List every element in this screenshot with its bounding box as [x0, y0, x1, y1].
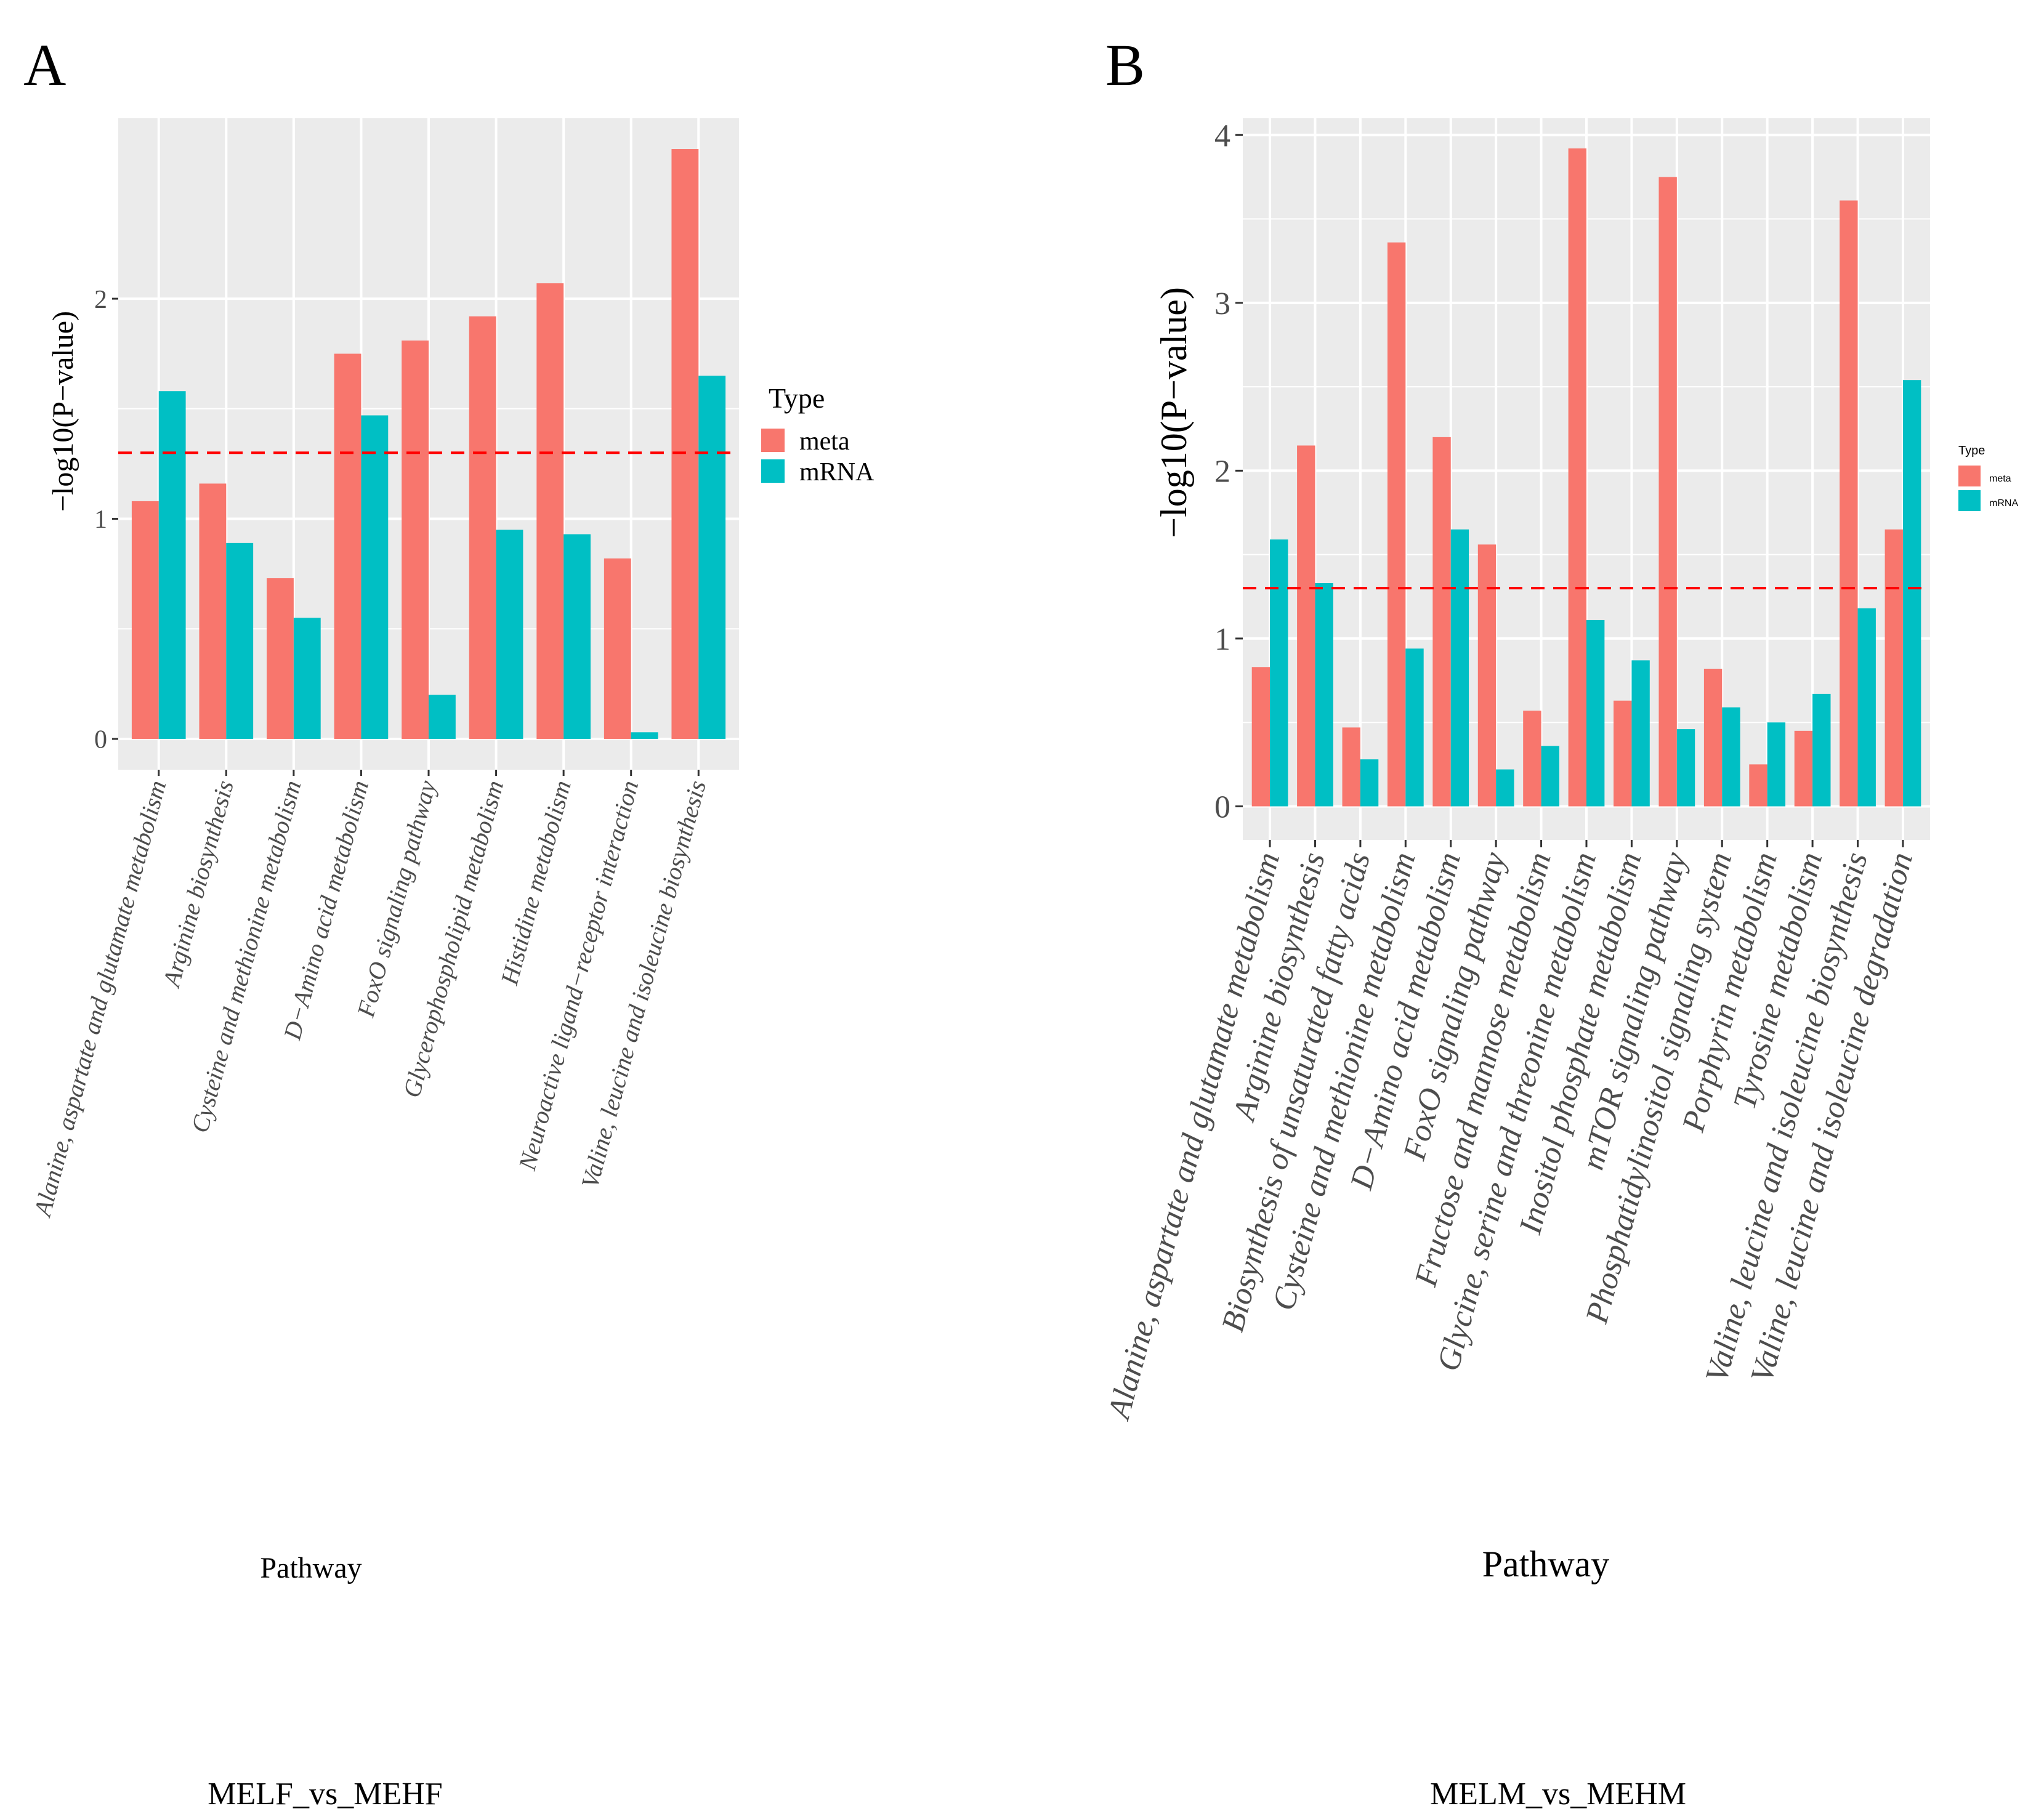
panel-b-bar-meta — [1297, 445, 1315, 807]
panel-b-bar-mrna — [1270, 539, 1288, 807]
panel-a-bar-mrna — [293, 618, 321, 739]
panel-a-y-axis: 0 1 2 — [94, 286, 118, 754]
panel-b-bar-mrna — [1586, 619, 1605, 807]
panel-a-bar-meta — [469, 316, 496, 739]
panel-a-bar-mrna — [226, 542, 254, 739]
panel-b-bar-meta — [1523, 711, 1541, 807]
panel-b-bars — [1251, 148, 1921, 807]
panel-b-y-tick-label: 0 — [1214, 790, 1230, 825]
panel-a-bar-meta — [199, 483, 227, 739]
panel-a-legend-title: Type — [769, 382, 825, 414]
panel-a-caption: MELF_vs_MEHF — [208, 1777, 442, 1812]
panel-b-y-tick-label: 1 — [1214, 622, 1230, 657]
panel-b-bar-meta — [1387, 242, 1406, 807]
panel-a-y-tick-label: 0 — [94, 726, 107, 754]
panel-b-bar-mrna — [1315, 583, 1333, 807]
panel-a-bar-meta — [536, 283, 564, 739]
panel-b-bar-meta — [1432, 437, 1451, 807]
panel-b-bar-meta — [1658, 177, 1677, 807]
panel-a-bar-mrna — [496, 530, 523, 739]
panel-b-bar-mrna — [1767, 722, 1786, 807]
panel-b-bar-meta — [1477, 544, 1497, 807]
panel-a-bar-mrna — [158, 391, 186, 739]
panel-b-bar-meta — [1568, 148, 1586, 807]
panel-b-bar-mrna — [1405, 648, 1424, 807]
panel-a-y-axis-title: −log10(P−value) — [47, 311, 79, 512]
panel-b-bar-mrna — [1450, 529, 1469, 807]
panel-b-bar-mrna — [1902, 380, 1921, 807]
panel-b-bar-mrna — [1722, 707, 1740, 807]
panel-b-bar-meta — [1840, 200, 1858, 807]
panel-a-bar-meta — [131, 501, 159, 739]
panel-b-bar-meta — [1794, 730, 1813, 807]
panel-b-label: B — [1105, 32, 1145, 98]
panel-b-x-axis-title: Pathway — [1482, 1544, 1610, 1584]
panel-b-bar-mrna — [1496, 769, 1514, 807]
panel-a-bar-mrna — [631, 732, 658, 739]
panel-a-legend-meta-key — [761, 429, 785, 452]
panel-b-y-tick-label: 2 — [1214, 454, 1230, 490]
panel-b-bar-meta — [1614, 700, 1632, 807]
panel-b-y-tick-label: 4 — [1214, 118, 1230, 153]
panel-b-legend-mrna-key — [1958, 490, 1981, 511]
panel-b-bar-mrna — [1676, 729, 1695, 807]
panel-a-bar-mrna — [429, 695, 456, 739]
panel-b-bar-meta — [1749, 764, 1767, 807]
panel-a-legend-mrna-label: mRNA — [799, 458, 875, 486]
panel-b-bar-meta — [1342, 727, 1360, 807]
panel-a-y-tick-label: 2 — [94, 286, 107, 314]
panel-a-bar-meta — [334, 353, 362, 739]
panel-a-bar-mrna — [698, 376, 726, 739]
panel-b-bar-meta — [1884, 529, 1903, 807]
panel-b-caption: MELM_vs_MEHM — [1430, 1777, 1686, 1812]
panel-b-bar-mrna — [1541, 746, 1559, 807]
panel-a-bar-meta — [402, 341, 429, 739]
panel-b-bar-mrna — [1812, 693, 1831, 807]
panel-a-bars — [131, 149, 726, 739]
panel-a-bar-meta — [671, 149, 699, 739]
panel-b-legend-mrna-label: mRNA — [1989, 498, 2018, 509]
panel-b-y-axis-title: −log10(P−value) — [1153, 287, 1194, 538]
panel-a-legend-meta-label: meta — [799, 427, 850, 456]
panel-b-y-tick-label: 3 — [1214, 286, 1230, 321]
panel-b-bar-mrna — [1631, 660, 1650, 807]
panel-a-bar-meta — [604, 558, 631, 739]
panel-b-bar-meta — [1251, 667, 1270, 807]
panel-a-y-tick-label: 1 — [94, 506, 107, 534]
panel-b-legend-meta-label: meta — [1989, 474, 2011, 484]
panel-b-y-axis: 0 1 2 3 4 — [1214, 118, 1243, 825]
panel-b-bar-mrna — [1360, 759, 1379, 807]
panel-a-x-axis-title: Pathway — [260, 1552, 362, 1584]
panel-a-legend: Type meta mRNA — [761, 382, 875, 486]
panel-a-legend-mrna-key — [761, 459, 785, 483]
panel-a-label: A — [23, 32, 66, 98]
panel-a-bar-mrna — [361, 415, 389, 739]
panel-b-legend: Type meta mRNA — [1958, 444, 2018, 511]
panel-b-bar-mrna — [1857, 608, 1876, 807]
panel-b-legend-meta-key — [1958, 466, 1981, 486]
panel-a-bar-mrna — [564, 534, 591, 739]
panel-b-bar-meta — [1703, 668, 1723, 807]
panel-a-bar-meta — [267, 578, 294, 739]
panel-b-legend-title: Type — [1958, 444, 1985, 458]
